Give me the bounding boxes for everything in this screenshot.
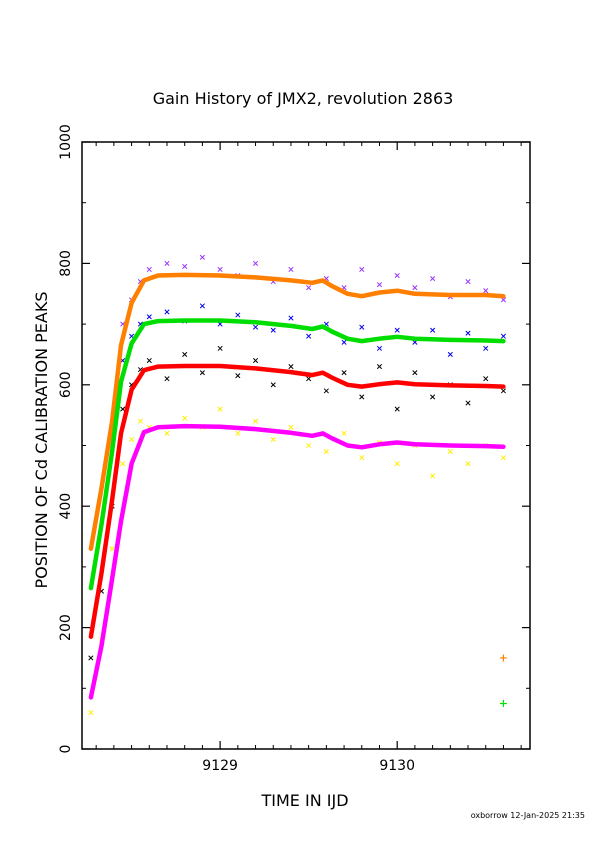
raw-data-point <box>217 406 223 412</box>
raw-data-point <box>430 276 436 282</box>
raw-data-point <box>306 442 312 449</box>
raw-data-point <box>182 263 188 269</box>
raw-data-point <box>341 430 347 436</box>
raw-data-point <box>359 455 365 461</box>
x-axis-label: TIME IN IJD <box>260 791 348 810</box>
raw-data-point <box>146 266 152 273</box>
raw-data-point <box>217 266 223 273</box>
raw-data-point <box>323 449 329 455</box>
raw-data-point <box>359 266 365 273</box>
raw-data-point <box>465 461 471 467</box>
raw-data-point <box>465 400 471 406</box>
raw-data-point <box>341 370 347 376</box>
smoothed-series-line <box>88 423 506 700</box>
raw-data-point <box>430 327 436 333</box>
raw-data-point <box>394 327 400 333</box>
raw-data-point <box>235 312 241 318</box>
raw-data-point <box>447 449 453 455</box>
raw-data-point <box>376 345 383 351</box>
raw-data-point <box>270 382 276 388</box>
raw-data-point <box>376 364 383 370</box>
raw-data-point <box>88 710 94 716</box>
raw-data-point <box>235 430 241 436</box>
y-tick-label: 200 <box>58 614 74 641</box>
raw-data-point <box>447 351 453 358</box>
raw-data-point <box>199 254 205 260</box>
raw-data-point <box>288 266 294 273</box>
raw-data-point <box>394 461 400 467</box>
raw-data-point <box>483 345 489 351</box>
raw-data-point <box>306 285 312 291</box>
raw-data-point <box>288 364 294 370</box>
footer-stamp: oxborrow 12-Jan-2025 21:35 <box>471 811 585 820</box>
y-tick-label: 600 <box>58 371 74 398</box>
raw-data-point <box>252 418 259 424</box>
raw-data-point <box>120 461 126 467</box>
raw-data-point <box>483 288 489 294</box>
raw-data-point <box>323 388 329 394</box>
x-tick-label: 9130 <box>379 758 415 774</box>
raw-data-point <box>164 376 170 382</box>
raw-data-point <box>164 430 170 436</box>
raw-data-point <box>288 315 294 321</box>
chart-title: Gain History of JMX2, revolution 2863 <box>153 89 454 108</box>
raw-data-point <box>129 436 135 442</box>
raw-data-point <box>182 351 188 358</box>
reference-plus-point <box>499 654 507 662</box>
raw-data-point <box>109 546 115 552</box>
raw-data-point <box>306 333 312 339</box>
raw-data-point <box>359 324 365 330</box>
raw-data-point <box>500 333 506 339</box>
y-tick-label: 1000 <box>58 124 74 160</box>
x-tick-label: 9129 <box>202 758 238 774</box>
raw-data-point <box>88 655 94 661</box>
raw-data-point <box>252 260 259 266</box>
raw-data-point <box>465 279 471 285</box>
raw-data-point <box>394 406 400 412</box>
raw-data-point <box>270 436 276 442</box>
raw-data-point <box>270 327 276 333</box>
raw-data-point <box>137 418 143 424</box>
raw-data-point <box>412 370 418 376</box>
raw-data-point <box>500 388 506 394</box>
raw-data-point <box>376 282 383 288</box>
raw-data-point <box>217 345 223 351</box>
y-tick-label: 800 <box>58 250 74 277</box>
raw-data-point <box>430 394 436 400</box>
smoothed-series-line <box>88 363 506 639</box>
reference-plus-point <box>499 699 507 707</box>
raw-data-point <box>252 357 259 364</box>
raw-data-point <box>465 330 471 336</box>
raw-data-point <box>164 260 170 266</box>
plot-area <box>88 254 507 716</box>
smoothed-series-line <box>88 318 506 591</box>
raw-data-point <box>306 376 312 382</box>
raw-data-point <box>412 285 418 291</box>
raw-data-point <box>120 406 126 412</box>
raw-data-point <box>164 309 170 315</box>
y-tick-label: 400 <box>58 493 74 520</box>
raw-data-point <box>182 415 188 421</box>
smoothed-series-line <box>88 272 506 551</box>
raw-data-point <box>359 394 365 400</box>
raw-data-point <box>199 370 205 376</box>
raw-data-point <box>146 314 152 320</box>
raw-data-point <box>199 303 205 309</box>
raw-data-point <box>146 357 152 364</box>
raw-data-point <box>500 455 506 461</box>
y-tick-label: 0 <box>58 745 74 754</box>
raw-data-point <box>252 324 259 330</box>
raw-data-point <box>341 339 347 345</box>
raw-data-point <box>430 473 436 479</box>
raw-data-point <box>394 272 400 279</box>
y-axis-label: POSITION OF Cd CALIBRATION PEAKS <box>32 292 51 589</box>
axes: 0 200 400 600 800 1000 9129 9130 <box>58 124 531 774</box>
raw-data-point <box>235 373 241 379</box>
raw-data-point <box>483 376 489 382</box>
raw-data-point <box>288 424 294 430</box>
